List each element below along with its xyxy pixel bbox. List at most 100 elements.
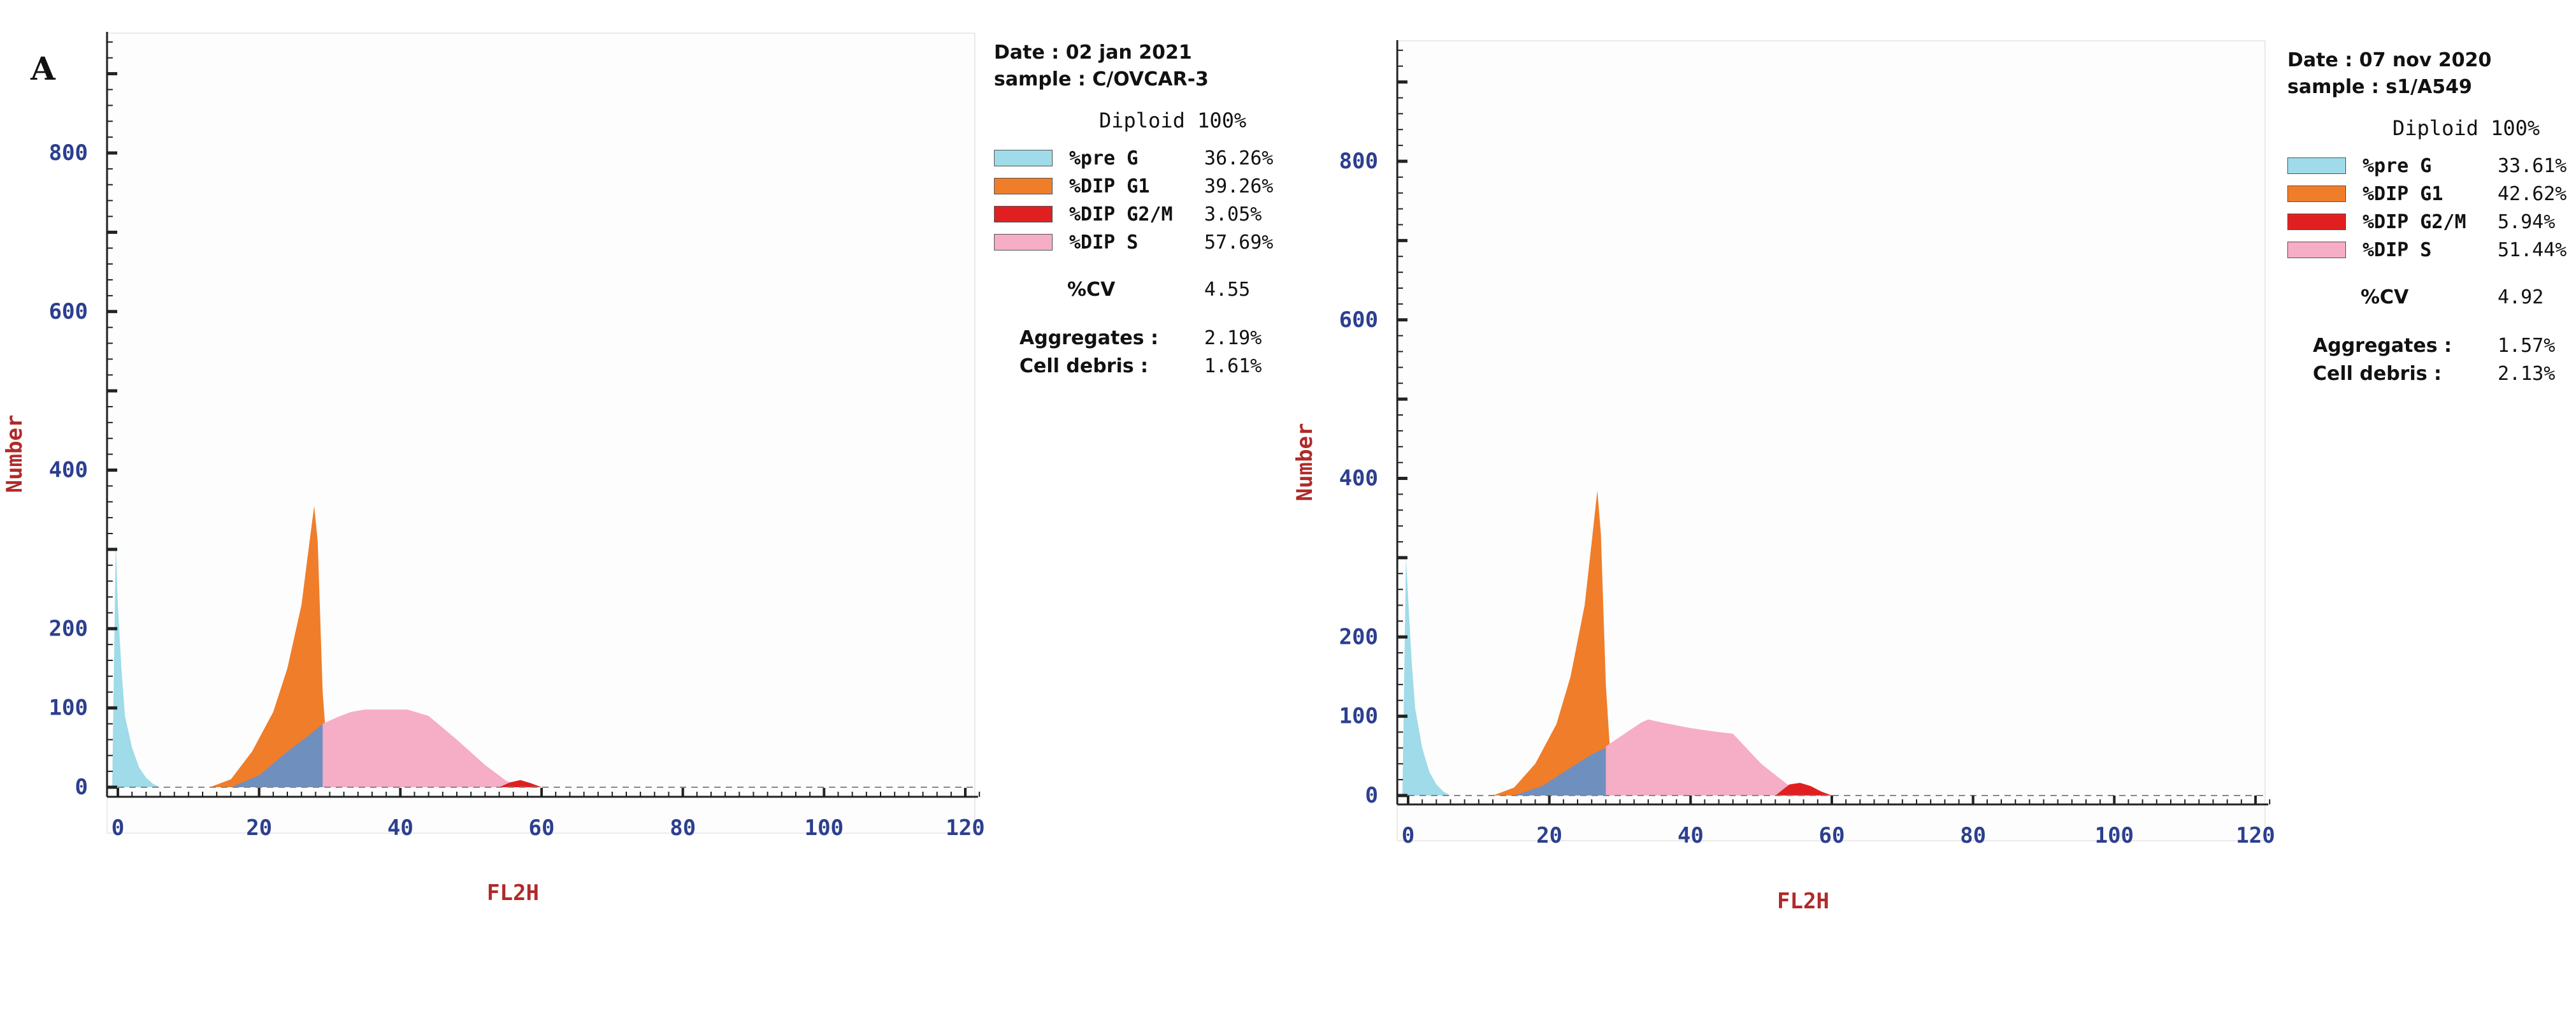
area-dip-s xyxy=(1606,719,1804,796)
y-tick-label: 400 xyxy=(1339,466,1378,491)
x-tick-label: 60 xyxy=(529,815,555,841)
debris-row: Cell debris : 2.13% xyxy=(2287,361,2555,389)
legend-item: %DIP G2/M 5.94% xyxy=(2287,209,2555,237)
legend-swatch xyxy=(2287,157,2346,174)
x-tick-label: 0 xyxy=(1402,823,1414,848)
legend-item: %DIP G1 42.62% xyxy=(2287,181,2566,209)
y-tick-label: 0 xyxy=(75,774,88,800)
legend-value: 3.05% xyxy=(1204,203,1262,226)
area-dip-s-overlap xyxy=(231,722,528,787)
debris-value: 1.61% xyxy=(1204,355,1262,377)
date-text: Date : 02 jan 2021 xyxy=(994,41,1192,64)
legend-value: 5.94% xyxy=(2498,211,2556,233)
legend-swatch xyxy=(2287,242,2346,258)
x-tick-label: 80 xyxy=(1960,823,1986,848)
area-dip-s xyxy=(322,709,521,787)
debris-label: Cell debris : xyxy=(2313,363,2442,385)
y-axis-title: Number xyxy=(1292,423,1318,502)
y-tick-label: 600 xyxy=(1339,307,1378,333)
info-panel-2: Date : 07 nov 2020 sample : s1/A549 Dipl… xyxy=(2287,47,2566,389)
x-tick-label: 0 xyxy=(112,815,124,841)
area-pre-g xyxy=(1402,557,1451,796)
histogram-chart-1: 0 100 200 400 600 800 0 20 40 60 80 100 120 Number F… xyxy=(2,32,985,906)
legend-value: 39.26% xyxy=(1204,175,1274,198)
x-axis-title: FL2H xyxy=(1777,889,1829,914)
aggregates-row: Aggregates : 1.57% xyxy=(2287,333,2555,361)
date-text: Date : 07 nov 2020 xyxy=(2287,49,2492,71)
legend-label: %DIP S xyxy=(1069,231,1139,254)
legend-label: %pre G xyxy=(2363,155,2432,177)
legend-label: %DIP G1 xyxy=(1069,175,1150,198)
x-axis-title: FL2H xyxy=(487,880,539,906)
legend-item: %pre G 33.61% xyxy=(2287,153,2566,181)
legend-item: %DIP G1 39.26% xyxy=(994,173,1273,201)
diploid-text: Diploid 100% xyxy=(2393,116,2540,140)
panel-letter: A xyxy=(31,50,55,87)
legend: %pre G 36.26% %DIP G1 39.26% %DIP G2/M 3… xyxy=(994,145,1273,258)
y-tick-label: 600 xyxy=(49,299,88,324)
cv-label: %CV xyxy=(2361,286,2409,309)
legend-item: %pre G 36.26% xyxy=(994,145,1273,173)
area-dip-g2-m xyxy=(1775,783,1832,796)
legend-swatch xyxy=(994,178,1053,194)
legend-value: 33.61% xyxy=(2498,155,2567,177)
x-tick-label: 80 xyxy=(670,815,696,841)
diploid-text: Diploid 100% xyxy=(1099,108,1247,133)
area-dip-g1 xyxy=(1493,490,1613,796)
x-tick-label: 120 xyxy=(2236,823,2275,848)
legend-swatch xyxy=(994,206,1053,222)
y-tick-label: 0 xyxy=(1365,783,1378,808)
y-tick-label: 400 xyxy=(49,458,88,483)
legend-label: %DIP G1 xyxy=(2363,183,2443,205)
legend-label: %DIP G2/M xyxy=(2363,211,2466,233)
aggregates-label: Aggregates : xyxy=(2313,335,2452,357)
x-tick-label: 20 xyxy=(1536,823,1562,848)
legend: %pre G 33.61% %DIP G1 42.62% %DIP G2/M 5… xyxy=(2287,153,2566,265)
info-panel-1: Date : 02 jan 2021 sample : C/OVCAR-3 Di… xyxy=(994,40,1273,381)
x-tick-label: 100 xyxy=(805,815,844,841)
area-dip-g1 xyxy=(210,505,330,787)
y-tick-label: 200 xyxy=(49,616,88,641)
legend-label: %pre G xyxy=(1069,147,1139,170)
x-tick-label: 40 xyxy=(387,815,414,841)
sample-text: sample : s1/A549 xyxy=(2287,76,2472,98)
y-axis-title: Number xyxy=(2,415,27,493)
area-dip-g2-m xyxy=(499,780,542,787)
legend-item: %DIP S 57.69% xyxy=(994,229,1273,258)
legend-swatch xyxy=(2287,185,2346,202)
plot-area xyxy=(1397,40,2266,841)
legend-label: %DIP G2/M xyxy=(1069,203,1173,226)
x-tick-label: 20 xyxy=(246,815,272,841)
y-tick-label: 800 xyxy=(49,140,88,166)
histogram-chart-2: 0 100 200 400 600 800 0 20 40 60 80 100 120 Number F… xyxy=(1292,40,2275,914)
legend-swatch xyxy=(994,234,1053,251)
legend-label: %DIP S xyxy=(2363,239,2432,261)
legend-item: %DIP G2/M 3.05% xyxy=(994,201,1262,229)
aggregates-value: 2.19% xyxy=(1204,327,1262,349)
x-tick-label: 120 xyxy=(946,815,984,841)
legend-value: 36.26% xyxy=(1204,147,1274,170)
debris-row: Cell debris : 1.61% xyxy=(994,353,1262,381)
debris-label: Cell debris : xyxy=(1019,355,1149,377)
aggregates-row: Aggregates : 2.19% xyxy=(994,325,1262,353)
y-tick-label: 100 xyxy=(1339,704,1378,729)
legend-value: 42.62% xyxy=(2498,183,2567,205)
cv-label: %CV xyxy=(1067,279,1116,301)
y-tick-label: 200 xyxy=(1339,624,1378,650)
aggregates-label: Aggregates : xyxy=(1019,327,1159,349)
debris-value: 2.13% xyxy=(2498,363,2556,385)
aggregates-value: 1.57% xyxy=(2498,335,2556,357)
legend-value: 57.69% xyxy=(1204,231,1274,254)
legend-swatch xyxy=(994,150,1053,166)
legend-value: 51.44% xyxy=(2498,239,2567,261)
x-tick-label: 60 xyxy=(1819,823,1845,848)
cv-row: %CV 4.92 xyxy=(2287,284,2544,312)
y-tick-label: 800 xyxy=(1339,149,1378,174)
area-pre-g xyxy=(112,541,161,787)
legend-swatch xyxy=(2287,214,2346,230)
cv-row: %CV 4.55 xyxy=(994,277,1250,305)
x-tick-label: 40 xyxy=(1678,823,1704,848)
cv-value: 4.92 xyxy=(2498,286,2544,309)
plot-area xyxy=(106,33,975,834)
y-tick-label: 100 xyxy=(49,695,88,721)
